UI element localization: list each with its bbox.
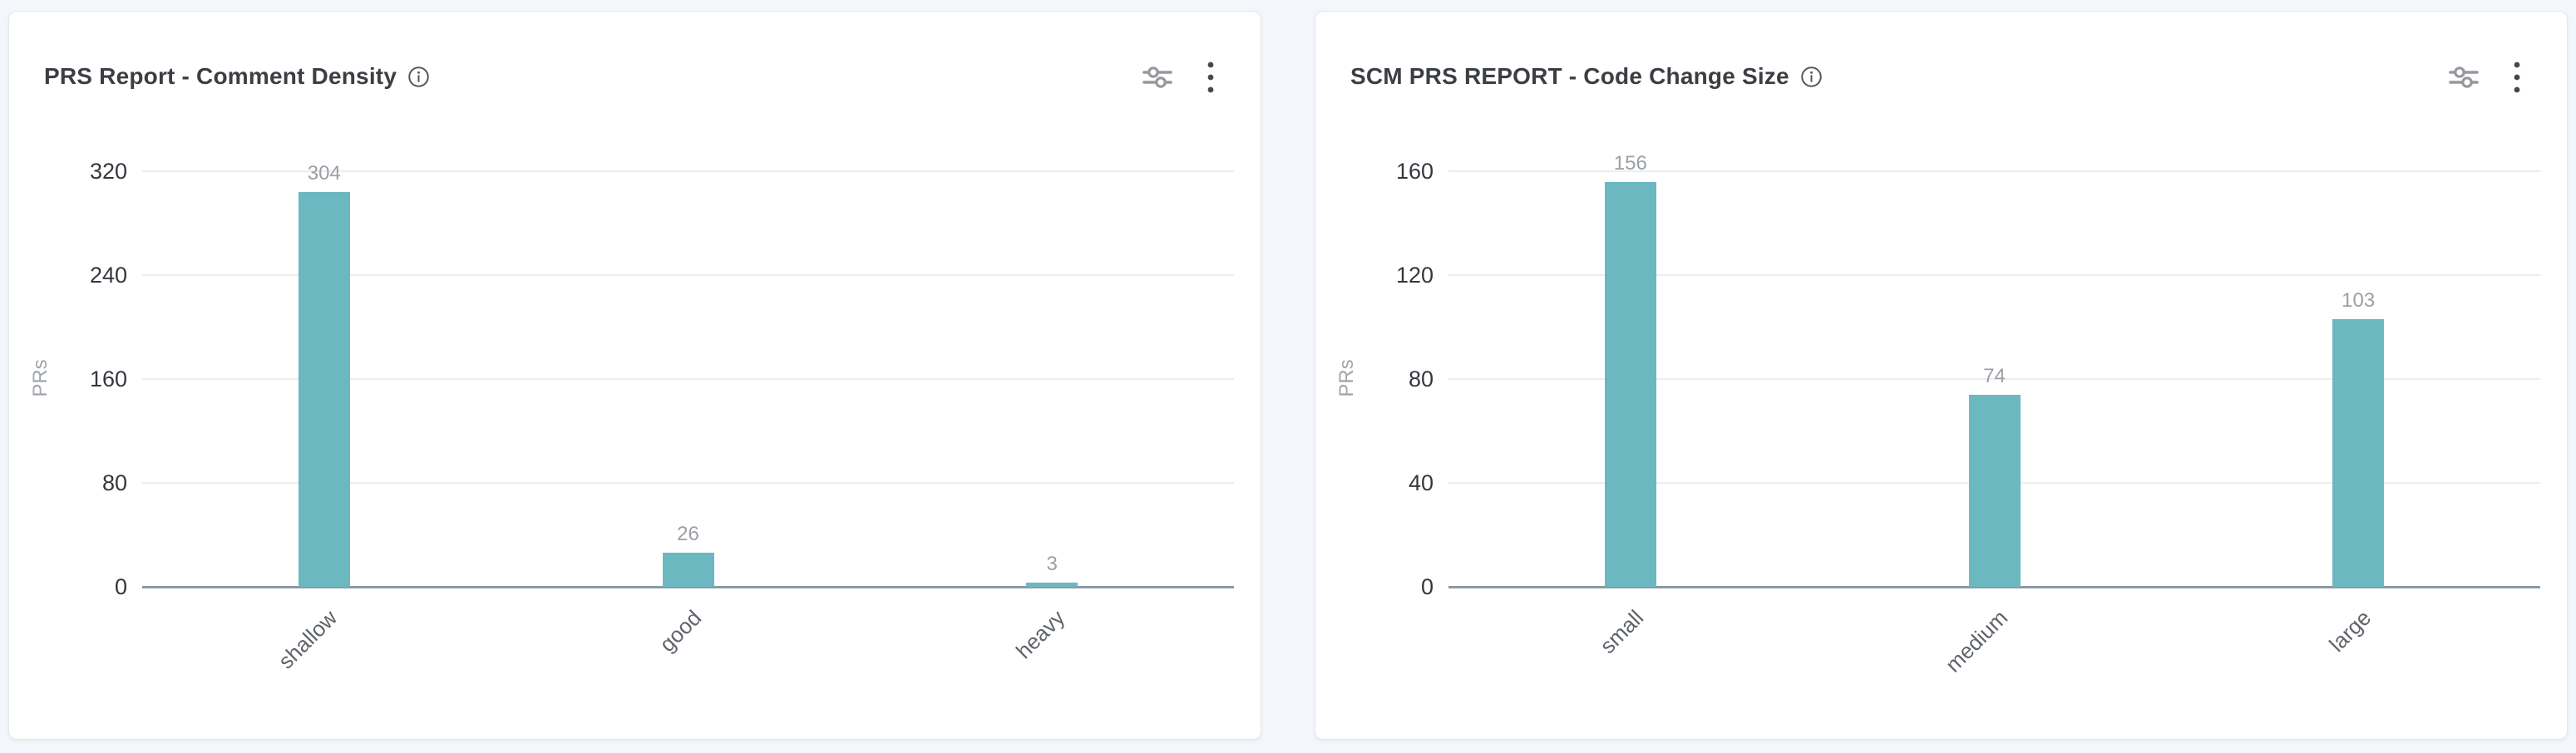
- gridline: [1448, 378, 2540, 380]
- bar-medium[interactable]: [1968, 394, 2021, 587]
- kebab-menu-icon[interactable]: [2514, 62, 2520, 93]
- bar-small[interactable]: [1604, 181, 1656, 587]
- bar-good[interactable]: [662, 553, 714, 587]
- info-icon[interactable]: [1800, 66, 1823, 88]
- filters-icon[interactable]: [1142, 65, 1172, 90]
- x-category-label: heavy: [1011, 605, 1070, 664]
- bar-value-label: 3: [1046, 553, 1058, 576]
- bar-value-label: 74: [1983, 364, 2006, 387]
- gridline: [142, 274, 1234, 276]
- x-category-label: medium: [1940, 605, 2012, 677]
- panel-actions: [1142, 62, 1214, 93]
- info-icon[interactable]: [407, 66, 430, 88]
- comment-density-chart: 0 80 160 240 320 PRs 304 shallow 26 good 3 heavy: [9, 12, 1261, 739]
- x-category-label: large: [2324, 605, 2376, 657]
- bar-heavy[interactable]: [1026, 583, 1078, 587]
- y-tick-label: 240: [89, 263, 127, 288]
- bar-shallow[interactable]: [298, 192, 350, 587]
- y-tick-label: 120: [1395, 263, 1434, 288]
- y-tick-label: 160: [89, 367, 127, 391]
- gridline: [1448, 274, 2540, 276]
- bar-value-label: 156: [1613, 151, 1647, 175]
- bar-value-label: 26: [677, 523, 699, 546]
- y-tick-label: 320: [89, 159, 127, 184]
- panel-header: SCM PRS REPORT - Code Change Size: [1350, 60, 2532, 93]
- y-tick-label: 40: [1408, 470, 1434, 495]
- x-category-label: small: [1594, 605, 1649, 659]
- x-axis-line: [1448, 585, 2540, 588]
- y-tick-label: 0: [1420, 574, 1434, 599]
- x-category-label: shallow: [273, 605, 343, 674]
- x-axis-line: [142, 585, 1234, 588]
- y-tick-label: 160: [1395, 159, 1434, 184]
- y-tick-label: 80: [1408, 367, 1434, 391]
- y-tick-label: 0: [114, 574, 127, 599]
- panel-code-change-size: SCM PRS REPORT - Code Change Size: [1315, 11, 2568, 740]
- y-axis-title: PRs: [29, 359, 52, 397]
- gridline: [142, 482, 1234, 484]
- bar-value-label: 103: [2342, 289, 2376, 313]
- panel-comment-density: PRS Report - Comment Density: [8, 11, 1261, 740]
- gridline: [142, 378, 1234, 380]
- bar-large[interactable]: [2332, 319, 2385, 587]
- bar-value-label: 304: [307, 162, 341, 185]
- y-tick-label: 80: [101, 470, 127, 495]
- panel-actions: [2449, 62, 2520, 93]
- gridline: [1448, 170, 2540, 172]
- filters-icon[interactable]: [2449, 65, 2479, 90]
- panel-title: PRS Report - Comment Density: [44, 63, 397, 89]
- panel-header: PRS Report - Comment Density: [44, 60, 1226, 93]
- y-axis-title: PRs: [1335, 359, 1358, 397]
- kebab-menu-icon[interactable]: [1207, 62, 1214, 93]
- code-change-size-chart: 0 40 80 120 160 PRs 156 small 74 medium 103 large: [1315, 12, 2567, 739]
- panel-title: SCM PRS REPORT - Code Change Size: [1350, 63, 1789, 89]
- gridline: [142, 170, 1234, 172]
- x-category-label: good: [654, 605, 706, 657]
